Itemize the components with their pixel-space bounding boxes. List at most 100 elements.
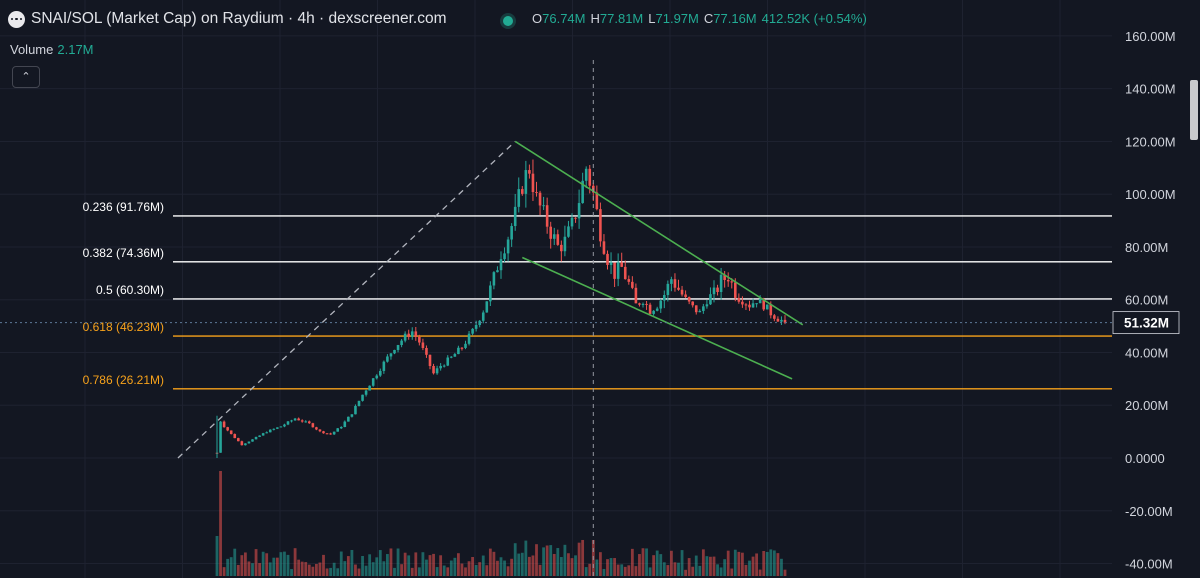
volume-bar [368, 554, 372, 576]
fibonacci-retracement[interactable]: 0.236 (91.76M) 0.382 (74.36M) 0.5 (60.30M)… [83, 200, 1112, 390]
ohlc-key: L [648, 11, 656, 26]
volume-legend: Volume 2.17M [10, 42, 94, 57]
candle-body [283, 424, 286, 427]
candle-body [726, 280, 730, 282]
volume-bar [609, 558, 613, 576]
volume-bar [350, 549, 354, 576]
candle-body [304, 421, 308, 423]
channel-line [514, 140, 804, 326]
volume-bar [762, 550, 766, 576]
volume-bar [417, 567, 421, 576]
candle-body [329, 433, 332, 435]
volume-bar [400, 564, 403, 576]
candle-body [279, 426, 283, 428]
candle-body [446, 357, 450, 366]
volume-bar [758, 569, 762, 576]
candle-body [350, 414, 354, 417]
volume-bar [425, 559, 428, 576]
candle-body [439, 365, 442, 369]
candle-body [542, 205, 545, 207]
candle-body [293, 418, 297, 421]
candle-body [464, 343, 467, 348]
candle-body [741, 301, 744, 305]
candle-body [691, 301, 694, 306]
volume-bar [520, 552, 524, 576]
scrollbar[interactable] [1190, 80, 1198, 140]
volume-bar [680, 550, 684, 576]
volume-bar [595, 559, 599, 576]
candle-body [368, 385, 371, 391]
candle-body [513, 206, 517, 227]
candle-body [435, 368, 439, 374]
candle-body [694, 305, 698, 313]
volume-bar [772, 550, 776, 576]
candle-body [425, 347, 428, 355]
volume-bar [488, 548, 492, 576]
candle-body [645, 303, 648, 305]
price-tick-label: 100.00M [1125, 187, 1176, 202]
candle-body [588, 168, 592, 186]
candle-body [229, 430, 233, 435]
candle-body [375, 375, 379, 379]
volume-bar [492, 551, 496, 576]
candle-body [638, 303, 641, 305]
volume-bar [648, 567, 652, 576]
collapse-legend-button[interactable]: ⌃ [12, 66, 40, 88]
candle-body [663, 295, 666, 301]
volume-bar [684, 569, 687, 576]
price-tick-label: 0.0000 [1125, 451, 1165, 466]
candle-body [734, 282, 737, 298]
candle-body [698, 310, 702, 313]
volume-bar [634, 566, 638, 576]
drawing-tools[interactable] [0, 60, 1112, 578]
candle-body [702, 306, 705, 311]
candle-body [315, 427, 318, 430]
volume-bar [517, 553, 521, 576]
volume-bar [332, 562, 336, 576]
candle-body [499, 259, 503, 271]
candle-body [442, 365, 446, 367]
volume-bar [382, 561, 386, 576]
volume-bar [240, 555, 244, 576]
volume-bar [638, 554, 641, 576]
candle-body [265, 432, 268, 434]
volume-bar [769, 549, 773, 576]
volume-bar [755, 553, 758, 576]
volume-bar [616, 564, 620, 576]
volume-bar [588, 563, 592, 576]
volume-bar [233, 548, 237, 576]
volume-bar [723, 559, 727, 576]
candle-body [567, 226, 570, 237]
candle-body [648, 304, 652, 314]
candle-body [723, 274, 726, 281]
candle-body [222, 421, 226, 428]
volume-bar [677, 562, 680, 576]
candle-body [517, 189, 521, 207]
volume-bar [499, 557, 503, 576]
volume-bar [577, 542, 581, 576]
volume-bar [694, 555, 698, 576]
volume-bar [343, 561, 347, 576]
candle-body [538, 192, 542, 206]
candle-body [606, 253, 609, 265]
candle-body [531, 173, 535, 193]
volume-bar [304, 562, 308, 576]
volume-bar [559, 557, 563, 576]
volume-bar [300, 561, 304, 576]
candle-body [308, 421, 311, 424]
price-tick-label: 20.00M [1125, 398, 1168, 413]
volume-bar [726, 550, 730, 576]
volume-bar [247, 561, 251, 576]
volume-bar [652, 555, 656, 576]
channel-line [521, 256, 793, 380]
fib-level-label: 0.236 (91.76M) [83, 200, 164, 214]
chart-title: SNAI/SOL (Market Cap) on Raydium · 4h · … [31, 10, 447, 27]
volume-bar [496, 560, 499, 576]
price-axis[interactable]: 160.00M 140.00M 120.00M 100.00M 80.00M 60.00M… [1112, 29, 1180, 572]
candle-body [467, 333, 471, 344]
candle-body [226, 427, 229, 431]
candle-body [457, 347, 460, 355]
volume-bar [219, 471, 222, 576]
volume-bar [545, 545, 549, 576]
